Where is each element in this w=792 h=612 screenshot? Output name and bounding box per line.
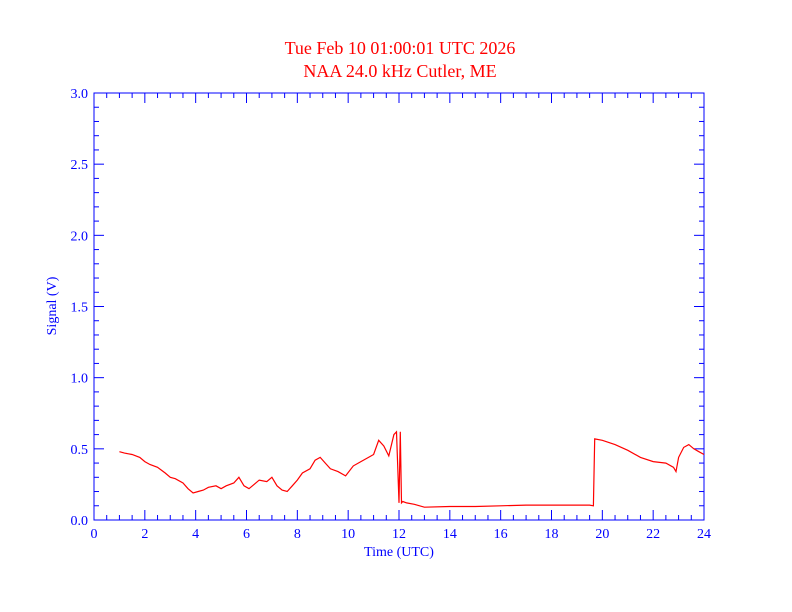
x-tick-label: 6 (243, 527, 250, 542)
chart-subtitle: NAA 24.0 kHz Cutler, ME (303, 61, 496, 81)
x-tick-label: 14 (443, 527, 457, 542)
x-axis-label: Time (UTC) (364, 545, 434, 560)
x-tick-label: 8 (294, 527, 301, 542)
plot-frame (93, 92, 705, 521)
x-tick-label: 18 (545, 527, 559, 542)
x-axis-tick-labels: 0 2 4 6 8 10 12 14 16 18 20 22 24 (91, 527, 712, 542)
x-axis-ticks (93, 93, 705, 520)
x-tick-label: 2 (141, 527, 148, 542)
x-tick-label: 12 (392, 527, 406, 542)
signal-series-line (119, 430, 705, 508)
y-tick-label: 0.5 (71, 443, 89, 458)
y-axis-tick-labels: 0.0 0.5 1.0 1.5 2.0 2.5 3.0 (71, 87, 89, 529)
x-tick-label: 16 (494, 527, 508, 542)
y-tick-label: 1.0 (71, 372, 89, 387)
x-tick-label: 4 (192, 527, 199, 542)
x-tick-label: 20 (595, 527, 609, 542)
y-axis-ticks (94, 92, 704, 521)
x-tick-label: 10 (341, 527, 355, 542)
x-tick-label: 24 (697, 527, 711, 542)
chart-title: Tue Feb 10 01:00:01 UTC 2026 (285, 38, 516, 58)
y-tick-label: 3.0 (71, 87, 89, 102)
x-tick-label: 22 (646, 527, 660, 542)
x-tick-label: 0 (91, 527, 98, 542)
y-tick-label: 2.0 (71, 229, 89, 244)
y-axis-label: Signal (V) (45, 276, 60, 335)
y-tick-label: 0.0 (71, 514, 89, 529)
y-tick-label: 2.5 (71, 158, 89, 173)
y-tick-label: 1.5 (71, 301, 89, 316)
